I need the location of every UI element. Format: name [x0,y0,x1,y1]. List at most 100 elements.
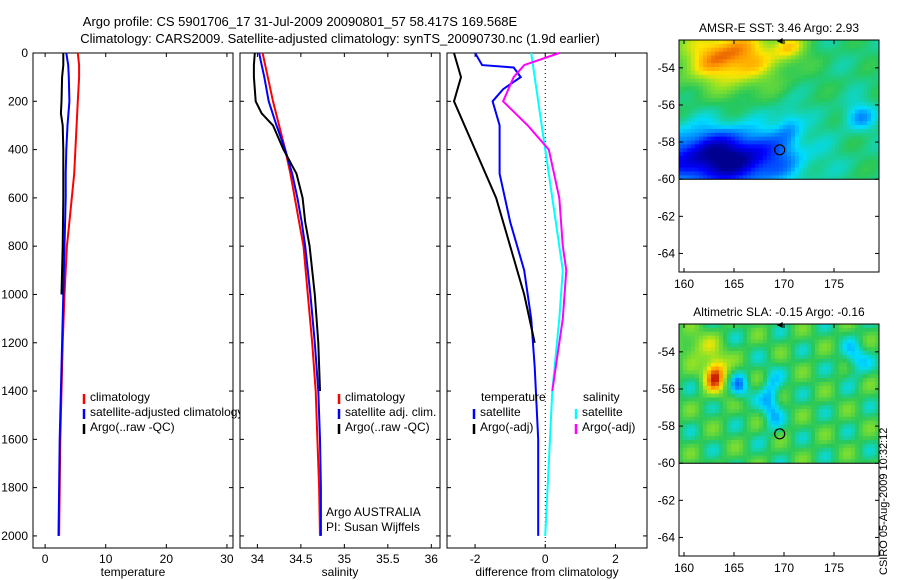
heatmap-cell [867,335,872,340]
heatmap-cell [727,443,732,449]
heatmap-cell [759,393,764,398]
heatmap-cell [711,47,716,52]
heatmap-cell [831,113,836,118]
heatmap-cell [835,78,840,83]
heatmap-cell [875,163,880,168]
heatmap-cell [755,86,760,91]
heatmap-cell [775,67,780,72]
heatmap-cell [835,409,840,414]
heatmap-cell [735,78,740,83]
heatmap-cell [727,331,732,336]
heatmap-cell [687,47,692,52]
heatmap-cell [871,393,876,398]
heatmap-cell [711,132,716,138]
heatmap-cell [751,94,756,99]
heatmap-cell [847,401,852,406]
heatmap-cell [727,389,732,394]
heatmap-cell [679,74,684,80]
heatmap-cell [875,63,880,68]
heatmap-cell [823,443,828,449]
heatmap-cell [827,40,832,45]
heatmap-cell [855,436,860,441]
heatmap-cell [699,405,704,410]
heatmap-cell [739,40,744,45]
heatmap-cell [847,447,852,452]
heatmap-cell [763,125,768,130]
heatmap-cell [843,370,848,375]
heatmap-cell [815,167,820,172]
heatmap-cell [779,424,784,429]
heatmap-cell [783,440,788,445]
heatmap-cell [871,343,876,348]
heatmap-cell [815,443,820,449]
heatmap-cell [699,136,704,141]
heatmap-cell [759,113,764,118]
heatmap-cell [835,366,840,371]
heatmap-cell [851,424,856,429]
heatmap-cell [815,455,820,460]
heatmap-cell [803,163,808,168]
heatmap-cell [703,140,708,145]
heatmap-cell [735,447,740,452]
heatmap-cell [687,370,692,375]
heatmap-cell [767,327,772,333]
heatmap-cell [683,78,688,83]
heatmap-cell [691,78,696,83]
heatmap-cell [723,70,728,76]
heatmap-cell [807,385,812,391]
heatmap-cell [871,125,876,130]
heatmap-cell [807,412,812,418]
heatmap-cell [759,354,764,360]
heatmap-cell [811,339,816,344]
heatmap-cell [803,94,808,99]
heatmap-cell [799,47,804,52]
heatmap-cell [851,163,856,168]
heatmap-cell [775,167,780,172]
heatmap-cell [767,113,772,118]
heatmap-cell [831,416,836,422]
heatmap-cell [723,420,728,425]
heatmap-cell [847,171,852,176]
heatmap-cell [775,420,780,425]
heatmap-cell [747,156,752,161]
heatmap-cell [811,416,816,422]
heatmap-cell [695,366,700,371]
heatmap-cell [787,420,792,425]
heatmap-cell [839,67,844,72]
heatmap-cell [859,171,864,176]
heatmap-cell [787,358,792,364]
heatmap-cell [691,140,696,145]
heatmap-cell [803,175,808,180]
heatmap-cell [875,86,880,91]
heatmap-cell [799,382,804,387]
heatmap-cell [747,55,752,60]
heatmap-cell [851,63,856,68]
heatmap-cell [759,171,764,176]
heatmap-cell [751,416,756,422]
heatmap-cell [835,113,840,118]
heatmap-cell [683,113,688,118]
heatmap-cell [715,343,720,348]
heatmap-cell [871,128,876,134]
heatmap-cell [871,94,876,99]
x-tick-label: 0 [542,552,549,566]
heatmap-cell [787,59,792,64]
heatmap-cell [855,175,860,180]
y-tick-label: -54 [658,345,676,359]
heatmap-cell [783,86,788,91]
heatmap-cell [759,455,764,460]
heatmap-cell [699,109,704,114]
heatmap-cell [839,101,844,107]
heatmap-cell [791,343,796,348]
heatmap-cell [799,389,804,394]
heatmap-cell [691,163,696,168]
heatmap-cell [771,440,776,445]
heatmap-cell [715,428,720,433]
heatmap-cell [699,59,704,64]
heatmap-cell [819,55,824,60]
heatmap-cell [739,136,744,141]
heatmap-cell [823,351,828,356]
heatmap-cell [711,51,716,56]
heatmap-cell [775,171,780,176]
heatmap-cell [755,378,760,383]
